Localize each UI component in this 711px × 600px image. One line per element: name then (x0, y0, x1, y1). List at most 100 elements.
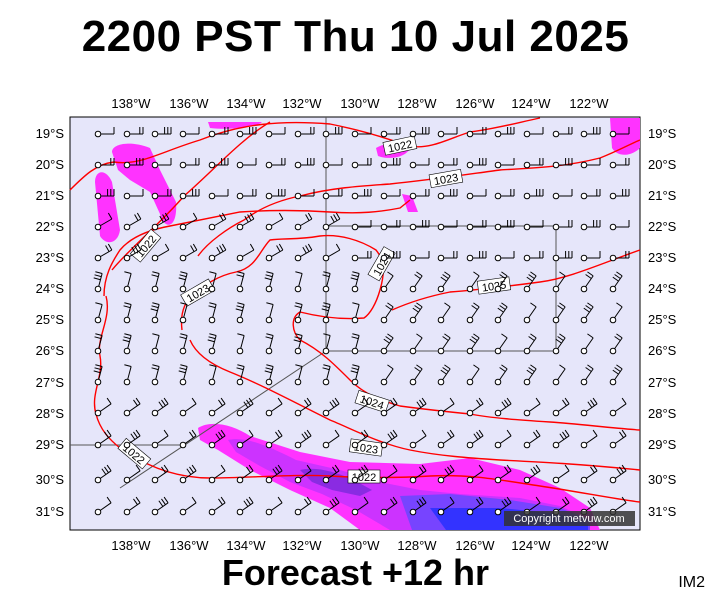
wind-barb (294, 429, 312, 449)
wind-barb (236, 496, 254, 516)
lat-label: 26°S (648, 343, 677, 358)
wind-barb (208, 189, 229, 200)
wind-barb (351, 302, 360, 324)
wind-barb (265, 302, 274, 324)
wind-barb (294, 158, 315, 169)
wind-barb (294, 364, 303, 386)
wind-barb (494, 127, 515, 138)
wind-barb (293, 333, 303, 355)
lat-label: 28°S (648, 406, 677, 421)
rain-area (402, 194, 418, 212)
wind-barb (580, 333, 594, 355)
wind-barb (265, 333, 274, 355)
wind-barb (466, 251, 487, 262)
copyright-badge: Copyright metvuw.com (504, 511, 635, 526)
wind-barb (265, 464, 283, 484)
wind-barb (437, 189, 458, 200)
wind-barb (236, 464, 254, 484)
wind-barb (208, 243, 227, 262)
wind-barb (94, 212, 113, 231)
wind-barb (322, 158, 343, 169)
wind-barb (351, 189, 372, 200)
wind-barb (552, 251, 573, 262)
wind-barb (466, 158, 487, 169)
wind-barb (179, 397, 197, 417)
lat-label: 21°S (648, 188, 677, 203)
wind-barb (208, 464, 226, 484)
wind-barb (123, 212, 142, 231)
wind-barb (609, 220, 630, 231)
wind-barb (208, 429, 226, 449)
wind-barb (208, 302, 217, 324)
wind-barb (151, 496, 169, 516)
lon-label: 128°W (397, 96, 437, 111)
wind-barb (178, 271, 188, 293)
wind-barb (437, 333, 451, 355)
wind-barb (380, 429, 398, 449)
wind-barb (179, 189, 200, 200)
wind-barb (351, 464, 369, 484)
wind-barb (322, 364, 331, 386)
lon-label: 136°W (169, 538, 209, 553)
wind-barb (437, 364, 451, 386)
wind-barb (294, 464, 312, 484)
wind-barb (580, 429, 598, 449)
wind-barb (523, 464, 541, 484)
lat-label: 27°S (36, 375, 65, 390)
wind-barb (94, 189, 115, 200)
lat-label: 24°S (648, 281, 677, 296)
wind-barb (552, 302, 566, 324)
lon-label: 130°W (340, 538, 380, 553)
wind-barb (265, 496, 283, 516)
lon-label: 134°W (226, 96, 266, 111)
wind-barb (151, 189, 172, 200)
wind-barb (350, 271, 360, 293)
rain-area (208, 122, 262, 129)
wind-barb (409, 397, 427, 417)
wind-barb (351, 251, 372, 262)
lon-label: 126°W (455, 96, 495, 111)
wind-barb (580, 189, 601, 200)
lon-label: 138°W (111, 96, 151, 111)
lon-label: 132°W (282, 96, 322, 111)
lat-label: 25°S (36, 312, 65, 327)
wind-barb (552, 158, 573, 169)
wind-barb (437, 127, 458, 138)
copyright-text: Copyright metvuw.com (513, 513, 624, 525)
lon-label: 132°W (282, 538, 322, 553)
wind-barb (236, 243, 255, 262)
lat-label: 20°S (648, 157, 677, 172)
wind-barb (322, 333, 331, 355)
lat-label: 26°S (36, 343, 65, 358)
wind-barb (294, 271, 303, 293)
wind-barb (294, 243, 313, 262)
wind-barb (236, 189, 257, 200)
wind-barb (409, 429, 427, 449)
wind-barb (552, 220, 573, 231)
wind-barb (409, 127, 430, 138)
wind-barb (494, 302, 508, 324)
wind-barb (409, 271, 423, 293)
wind-barb (179, 127, 200, 138)
wind-barb (437, 496, 455, 516)
wind-barb (208, 496, 226, 516)
wind-barb (94, 397, 112, 417)
wind-barb (94, 429, 112, 449)
wind-barb (409, 364, 423, 386)
lat-label: 31°S (648, 504, 677, 519)
lat-label: 23°S (36, 250, 65, 265)
wind-barb (123, 302, 132, 324)
rain-area (610, 118, 640, 155)
wind-barb (179, 158, 200, 169)
wind-barb (523, 364, 537, 386)
wind-barb (380, 220, 401, 231)
wind-barb (609, 189, 630, 200)
wind-barb (552, 464, 570, 484)
isobar-1023-south (189, 339, 641, 471)
wind-barb (151, 158, 172, 169)
wind-barb (609, 302, 623, 324)
wind-barb (236, 158, 257, 169)
wind-barb (466, 364, 480, 386)
wind-barb (236, 271, 245, 293)
wind-barb (494, 397, 512, 417)
